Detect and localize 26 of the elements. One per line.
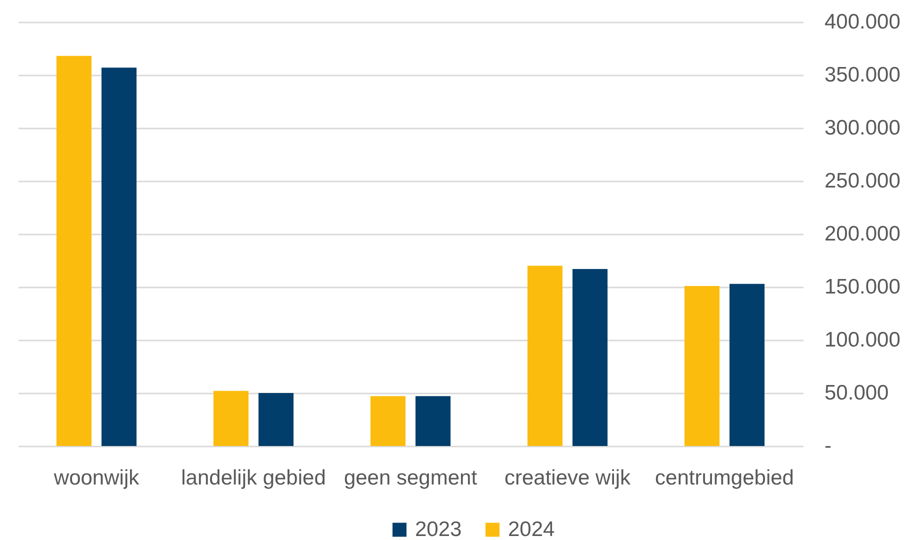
- bar: [56, 56, 92, 446]
- bar: [102, 68, 137, 446]
- bar: [416, 396, 451, 446]
- y-tick-label: 350.000: [824, 64, 900, 86]
- y-tick-label: 300.000: [824, 116, 900, 140]
- bar: [370, 396, 406, 446]
- bar: [213, 390, 248, 446]
- y-tick-label: 100.000: [824, 328, 900, 352]
- y-tick-label: 400.000: [824, 10, 900, 34]
- bar: [258, 393, 294, 446]
- bar: [730, 284, 765, 446]
- x-tick-label: landelijk gebied: [181, 466, 326, 490]
- x-tick-label: woonwijk: [52, 466, 140, 490]
- x-tick-label: centrumgebied: [655, 466, 794, 490]
- y-tick-label: -: [824, 434, 832, 458]
- y-tick-label: 250.000: [824, 170, 900, 192]
- bar: [572, 268, 608, 446]
- y-tick-label: 200.000: [824, 222, 900, 246]
- x-tick-label: geen segment: [344, 466, 478, 490]
- bar: [684, 286, 720, 446]
- y-tick-label: 150.000: [824, 276, 900, 298]
- legend-label: 2023: [415, 518, 462, 540]
- bar: [527, 266, 562, 446]
- legend-label: 2024: [508, 518, 556, 540]
- x-tick-label: creatieve wijk: [504, 466, 632, 490]
- y-tick-label: 50.000: [824, 382, 889, 404]
